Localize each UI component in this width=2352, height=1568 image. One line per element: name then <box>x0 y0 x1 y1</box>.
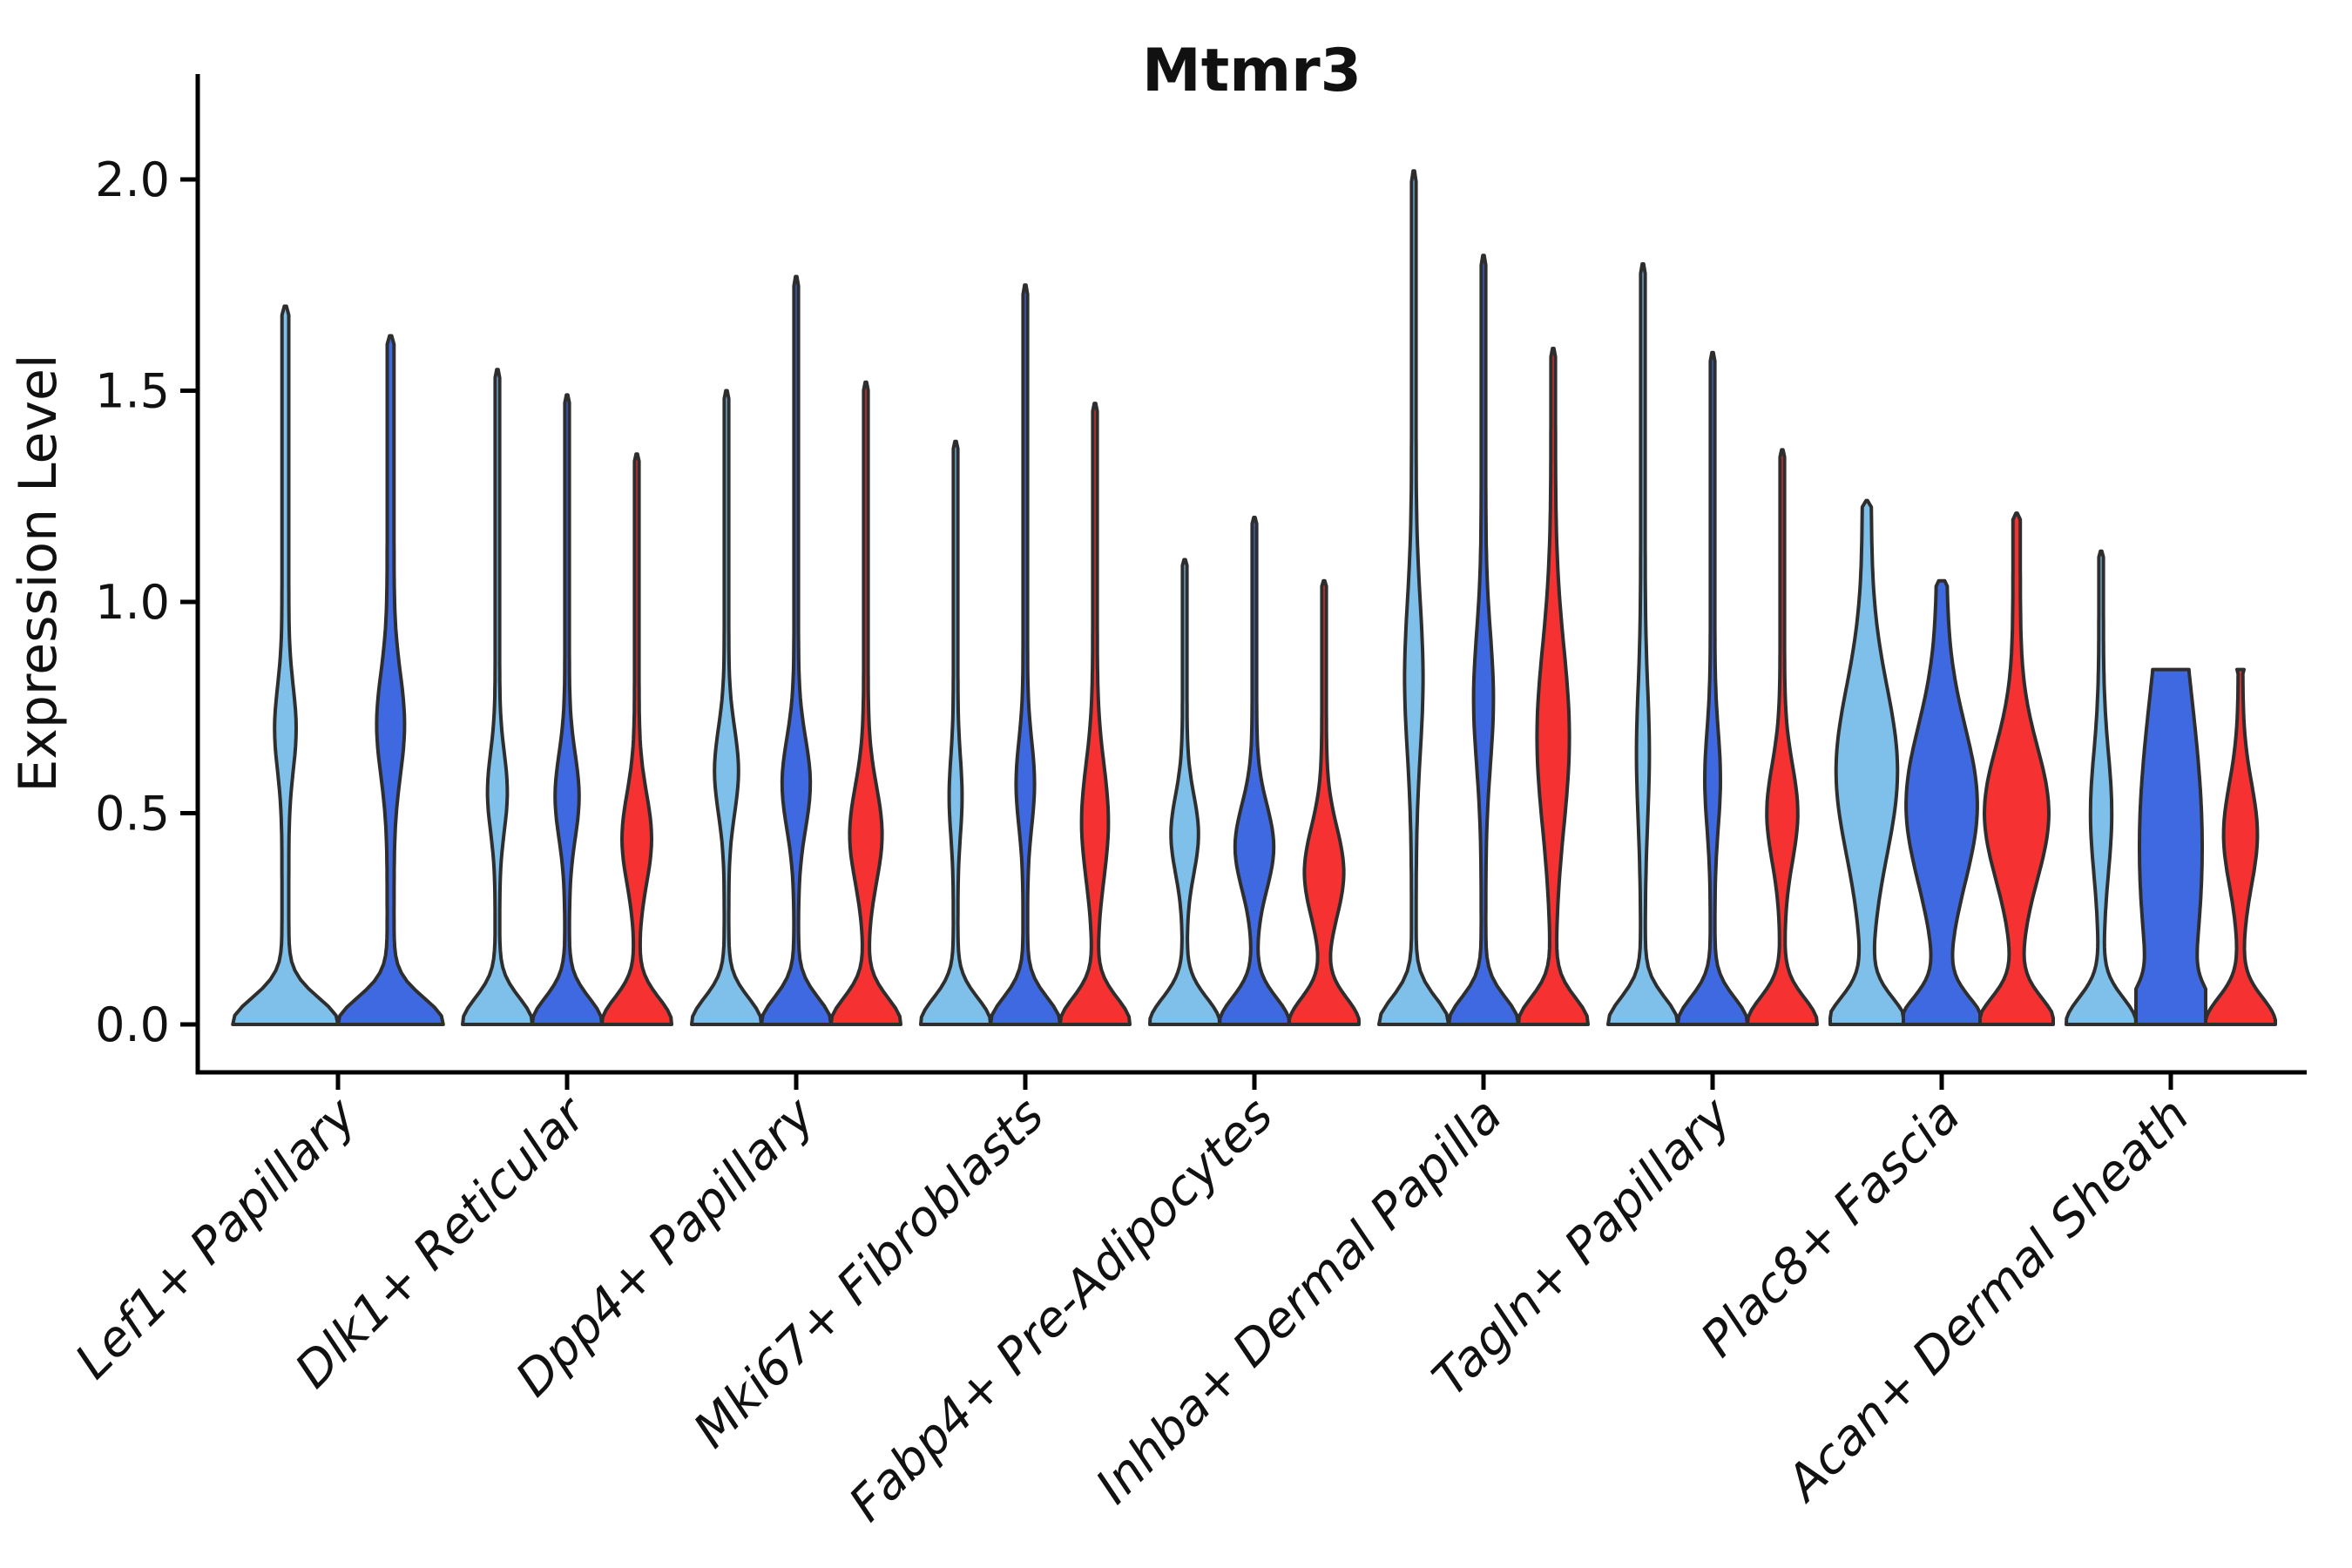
violin-darkblue <box>2134 667 2207 1026</box>
violin-lightblue <box>690 389 763 1026</box>
violin-group <box>2065 549 2277 1026</box>
violin-darkblue <box>989 283 1062 1026</box>
y-tick-label: 1.5 <box>95 364 170 419</box>
violin-red <box>1288 578 1361 1026</box>
violin-red <box>1517 347 1590 1026</box>
violin-group <box>1148 516 1361 1026</box>
violin-darkblue <box>1447 253 1520 1026</box>
violin-group <box>1377 169 1590 1026</box>
violin-red <box>600 452 673 1026</box>
violin-group <box>919 283 1132 1026</box>
violin-darkblue <box>336 334 445 1026</box>
violin-group <box>1606 262 1819 1026</box>
violin-red <box>1746 448 1819 1026</box>
violin-red <box>1058 402 1132 1026</box>
violin-red <box>2204 667 2277 1026</box>
y-tick-label: 0.5 <box>95 787 170 841</box>
violin-darkblue <box>760 274 833 1026</box>
x-tick-label: Fabp4+ Pre-Adipocytes <box>839 1087 1284 1532</box>
x-tick-label: Acan+ Dermal Sheath <box>1774 1087 2200 1513</box>
violin-lightblue <box>1606 262 1680 1026</box>
violin-lightblue <box>2065 549 2138 1026</box>
violin-group <box>461 368 673 1026</box>
violin-red <box>829 380 902 1026</box>
axes-spines <box>195 74 2307 1075</box>
violin-lightblue <box>1148 558 1221 1026</box>
violin-lightblue <box>1377 169 1450 1026</box>
violin-darkblue <box>1902 578 1982 1026</box>
violin-red <box>1978 511 2055 1026</box>
violin-group <box>231 304 445 1026</box>
y-axis-label: Expression Level <box>8 354 69 792</box>
y-axis-ticks: 0.0 0.5 1.0 1.5 2.0 <box>95 152 198 1052</box>
x-tick-label: Inhba+ Dermal Papilla <box>1085 1087 1513 1515</box>
y-tick-label: 0.0 <box>95 997 170 1052</box>
violin-darkblue <box>531 393 604 1026</box>
violin-darkblue <box>1218 516 1291 1026</box>
violin-group <box>690 274 902 1026</box>
violins <box>231 169 2277 1026</box>
violin-group <box>1828 498 2055 1026</box>
violin-lightblue <box>919 439 992 1026</box>
chart-title: Mtmr3 <box>1142 37 1362 105</box>
violin-lightblue <box>461 368 534 1026</box>
violin-lightblue <box>1828 498 1905 1026</box>
y-tick-label: 1.0 <box>95 575 170 630</box>
y-tick-label: 2.0 <box>95 152 170 207</box>
violin-lightblue <box>231 304 340 1026</box>
violin-darkblue <box>1676 350 1749 1026</box>
